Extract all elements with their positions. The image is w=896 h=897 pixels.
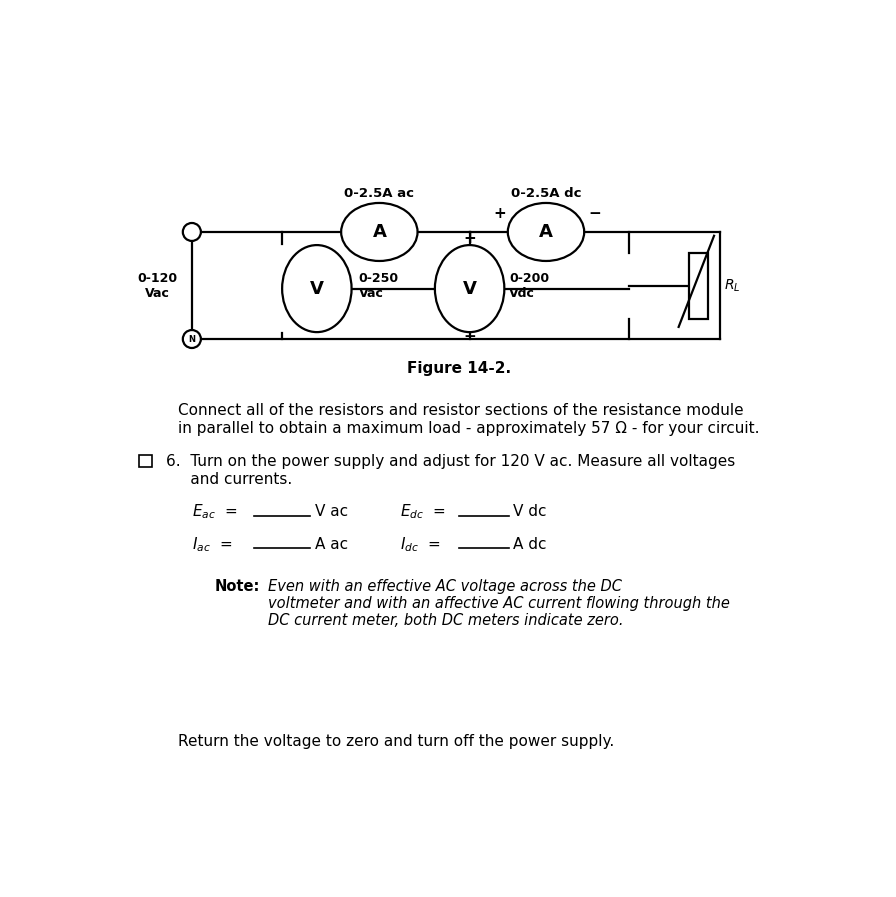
Text: 0-2.5A ac: 0-2.5A ac xyxy=(344,187,414,200)
Ellipse shape xyxy=(282,245,351,332)
Text: $I_{ac}$  =: $I_{ac}$ = xyxy=(192,535,232,553)
Ellipse shape xyxy=(341,203,418,261)
Text: $I_{dc}$  =: $I_{dc}$ = xyxy=(401,535,441,553)
Text: 0-120
Vac: 0-120 Vac xyxy=(137,272,177,300)
Text: Note:: Note: xyxy=(215,579,260,594)
Text: $E_{dc}$  =: $E_{dc}$ = xyxy=(401,502,445,521)
Ellipse shape xyxy=(508,203,584,261)
Circle shape xyxy=(183,330,201,348)
Text: 6.  Turn on the power supply and adjust for 120 V ac. Measure all voltages
     : 6. Turn on the power supply and adjust f… xyxy=(166,455,736,487)
Text: 0-250
Vac: 0-250 Vac xyxy=(358,272,399,300)
Text: +: + xyxy=(463,231,476,247)
Bar xyxy=(689,253,709,318)
Text: Return the voltage to zero and turn off the power supply.: Return the voltage to zero and turn off … xyxy=(178,734,615,749)
Text: A: A xyxy=(539,223,553,241)
Text: −: − xyxy=(463,329,476,344)
Text: V dc: V dc xyxy=(513,504,547,519)
Text: A dc: A dc xyxy=(513,536,547,552)
Text: +: + xyxy=(493,205,506,221)
Text: N: N xyxy=(188,335,195,344)
Text: −: − xyxy=(589,205,601,221)
Text: V ac: V ac xyxy=(314,504,348,519)
Text: Even with an effective AC voltage across the DC
voltmeter and with an affective : Even with an effective AC voltage across… xyxy=(268,579,730,629)
Text: $R_L$: $R_L$ xyxy=(725,278,741,294)
Text: Figure 14-2.: Figure 14-2. xyxy=(407,361,512,376)
Text: V: V xyxy=(310,280,323,298)
Text: A ac: A ac xyxy=(314,536,348,552)
Circle shape xyxy=(183,223,201,241)
Ellipse shape xyxy=(435,245,504,332)
Text: $E_{ac}$  =: $E_{ac}$ = xyxy=(192,502,237,521)
Text: A: A xyxy=(373,223,386,241)
Text: Connect all of the resistors and resistor sections of the resistance module
in p: Connect all of the resistors and resisto… xyxy=(178,404,760,436)
Text: 0-2.5A dc: 0-2.5A dc xyxy=(511,187,582,200)
Text: 0-200
Vdc: 0-200 Vdc xyxy=(509,272,549,300)
Text: V: V xyxy=(462,280,477,298)
